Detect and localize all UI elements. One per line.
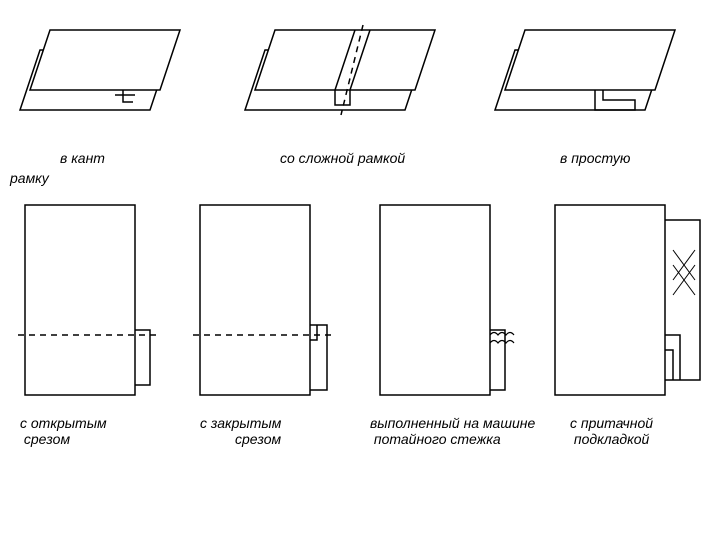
label-otkrytym: с открытым срезом <box>20 415 107 447</box>
label-prostuyu: в простую <box>560 150 630 166</box>
diagram-vkant <box>5 10 205 130</box>
label-zakrytym: с закрытым срезом <box>200 415 281 447</box>
diagram-prostuyu <box>485 10 685 130</box>
diagram-slozhnoi <box>235 10 455 130</box>
label-pritachnoi: с притачной подкладкой <box>570 415 653 447</box>
diagram-zakrytym <box>185 195 345 405</box>
diagram-otkrytym <box>10 195 170 405</box>
diagram-potainogo <box>365 195 525 405</box>
label-slozhnoi: со сложной рамкой <box>280 150 405 166</box>
diagram-pritachnoi <box>545 195 715 405</box>
label-potainogo: выполненный на машине потайного стежка <box>370 415 535 447</box>
label-ramku: рамку <box>10 170 49 186</box>
label-vkant: в кант <box>60 150 105 166</box>
